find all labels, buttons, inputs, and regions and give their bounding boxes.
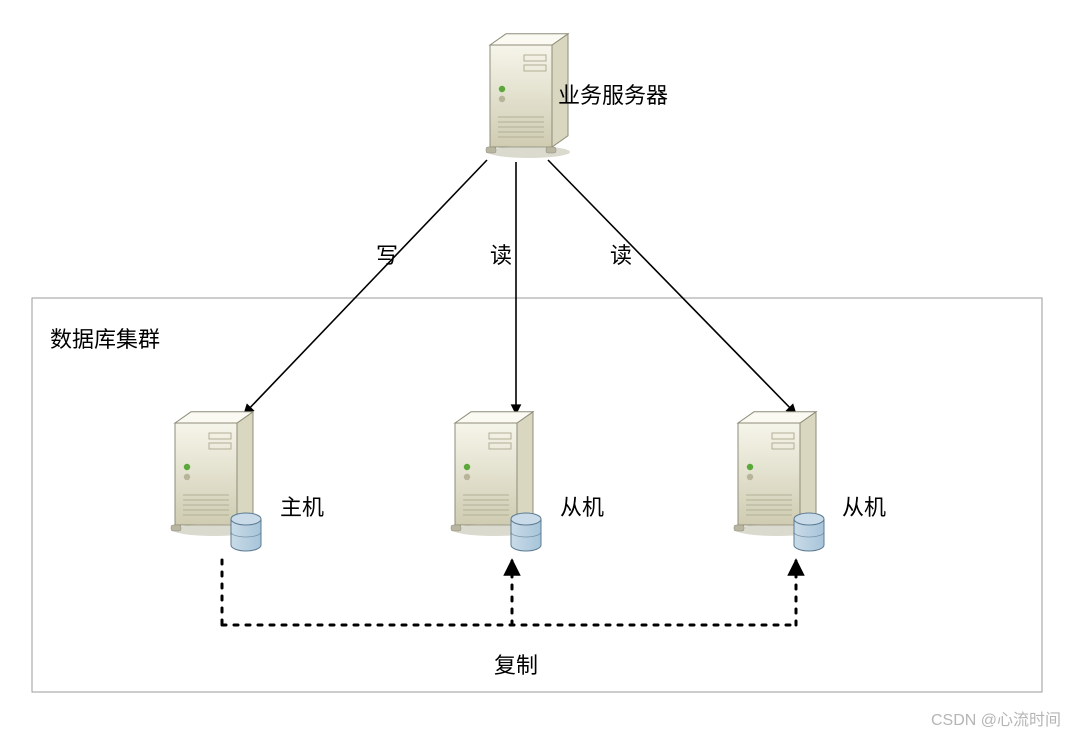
write-edge [244,160,487,414]
business-label: 业务服务器 [558,78,668,110]
read2-edge [548,160,796,414]
replication-label: 复制 [494,648,538,680]
write-label: 写 [376,238,398,270]
read1-label: 读 [490,238,512,270]
watermark-text: CSDN @心流时间 [931,706,1061,730]
slave1-server [451,412,541,551]
read2-label: 读 [610,238,632,270]
diagram-svg [0,0,1069,736]
slave1-label: 从机 [560,490,604,522]
slave2-server [734,412,824,551]
slave2-label: 从机 [842,490,886,522]
cluster-label: 数据库集群 [50,322,160,354]
diagram-canvas: 数据库集群 业务服务器主机 从机 从机 写 读 读 复制 CSDN @心流时间 [0,0,1069,736]
master-label: 主机 [280,490,324,522]
master-server [171,412,261,551]
